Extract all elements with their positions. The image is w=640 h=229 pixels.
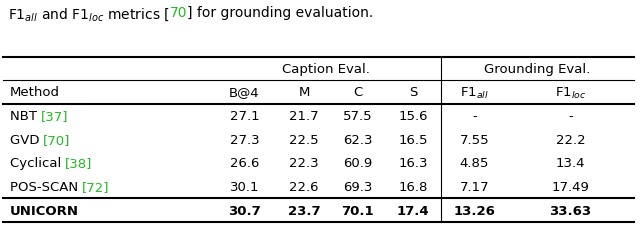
Text: -: -: [568, 110, 573, 123]
Text: 22.5: 22.5: [289, 133, 319, 146]
Text: 22.2: 22.2: [556, 133, 586, 146]
Text: 7.17: 7.17: [460, 180, 489, 193]
Text: 62.3: 62.3: [343, 133, 372, 146]
Text: S: S: [409, 86, 417, 99]
Text: 69.3: 69.3: [343, 180, 372, 193]
Text: 16.8: 16.8: [398, 180, 428, 193]
Text: 17.49: 17.49: [552, 180, 589, 193]
Text: 17.4: 17.4: [397, 204, 429, 217]
Text: GVD: GVD: [10, 133, 44, 146]
Text: 23.7: 23.7: [288, 204, 321, 217]
Text: 13.26: 13.26: [454, 204, 495, 217]
Text: 57.5: 57.5: [343, 110, 372, 123]
Text: 26.6: 26.6: [230, 157, 259, 170]
Text: B@4: B@4: [229, 86, 260, 99]
Text: 13.4: 13.4: [556, 157, 586, 170]
Text: 30.7: 30.7: [228, 204, 260, 217]
Text: NBT: NBT: [10, 110, 41, 123]
Text: Grounding Eval.: Grounding Eval.: [484, 63, 591, 76]
Text: Caption Eval.: Caption Eval.: [282, 63, 370, 76]
Text: [38]: [38]: [65, 157, 92, 170]
Text: $\mathrm{F1}_{loc}$: $\mathrm{F1}_{loc}$: [555, 85, 586, 100]
Text: 27.3: 27.3: [230, 133, 259, 146]
Text: $\mathrm{F1}_{all}$ and $\mathrm{F1}_{loc}$ metrics [: $\mathrm{F1}_{all}$ and $\mathrm{F1}_{lo…: [8, 6, 170, 22]
Text: 30.1: 30.1: [230, 180, 259, 193]
Text: [72]: [72]: [82, 180, 109, 193]
Text: 70.1: 70.1: [342, 204, 374, 217]
Text: 27.1: 27.1: [230, 110, 259, 123]
Text: 15.6: 15.6: [398, 110, 428, 123]
Text: 7.55: 7.55: [460, 133, 489, 146]
Text: 16.5: 16.5: [398, 133, 428, 146]
Text: 22.6: 22.6: [289, 180, 319, 193]
Text: UNICORN: UNICORN: [10, 204, 79, 217]
Text: Cyclical: Cyclical: [10, 157, 65, 170]
Text: [70]: [70]: [44, 133, 70, 146]
Text: 21.7: 21.7: [289, 110, 319, 123]
Text: 70: 70: [170, 6, 187, 20]
Text: C: C: [353, 86, 362, 99]
Text: $\mathrm{F1}_{all}$: $\mathrm{F1}_{all}$: [460, 85, 489, 100]
Text: -: -: [472, 110, 477, 123]
Text: POS-SCAN: POS-SCAN: [10, 180, 82, 193]
Text: 22.3: 22.3: [289, 157, 319, 170]
Text: [37]: [37]: [41, 110, 68, 123]
Text: 60.9: 60.9: [343, 157, 372, 170]
Text: 33.63: 33.63: [550, 204, 591, 217]
Text: Method: Method: [10, 86, 60, 99]
Text: ] for grounding evaluation.: ] for grounding evaluation.: [187, 6, 373, 20]
Text: 4.85: 4.85: [460, 157, 489, 170]
Text: 16.3: 16.3: [398, 157, 428, 170]
Text: M: M: [298, 86, 310, 99]
